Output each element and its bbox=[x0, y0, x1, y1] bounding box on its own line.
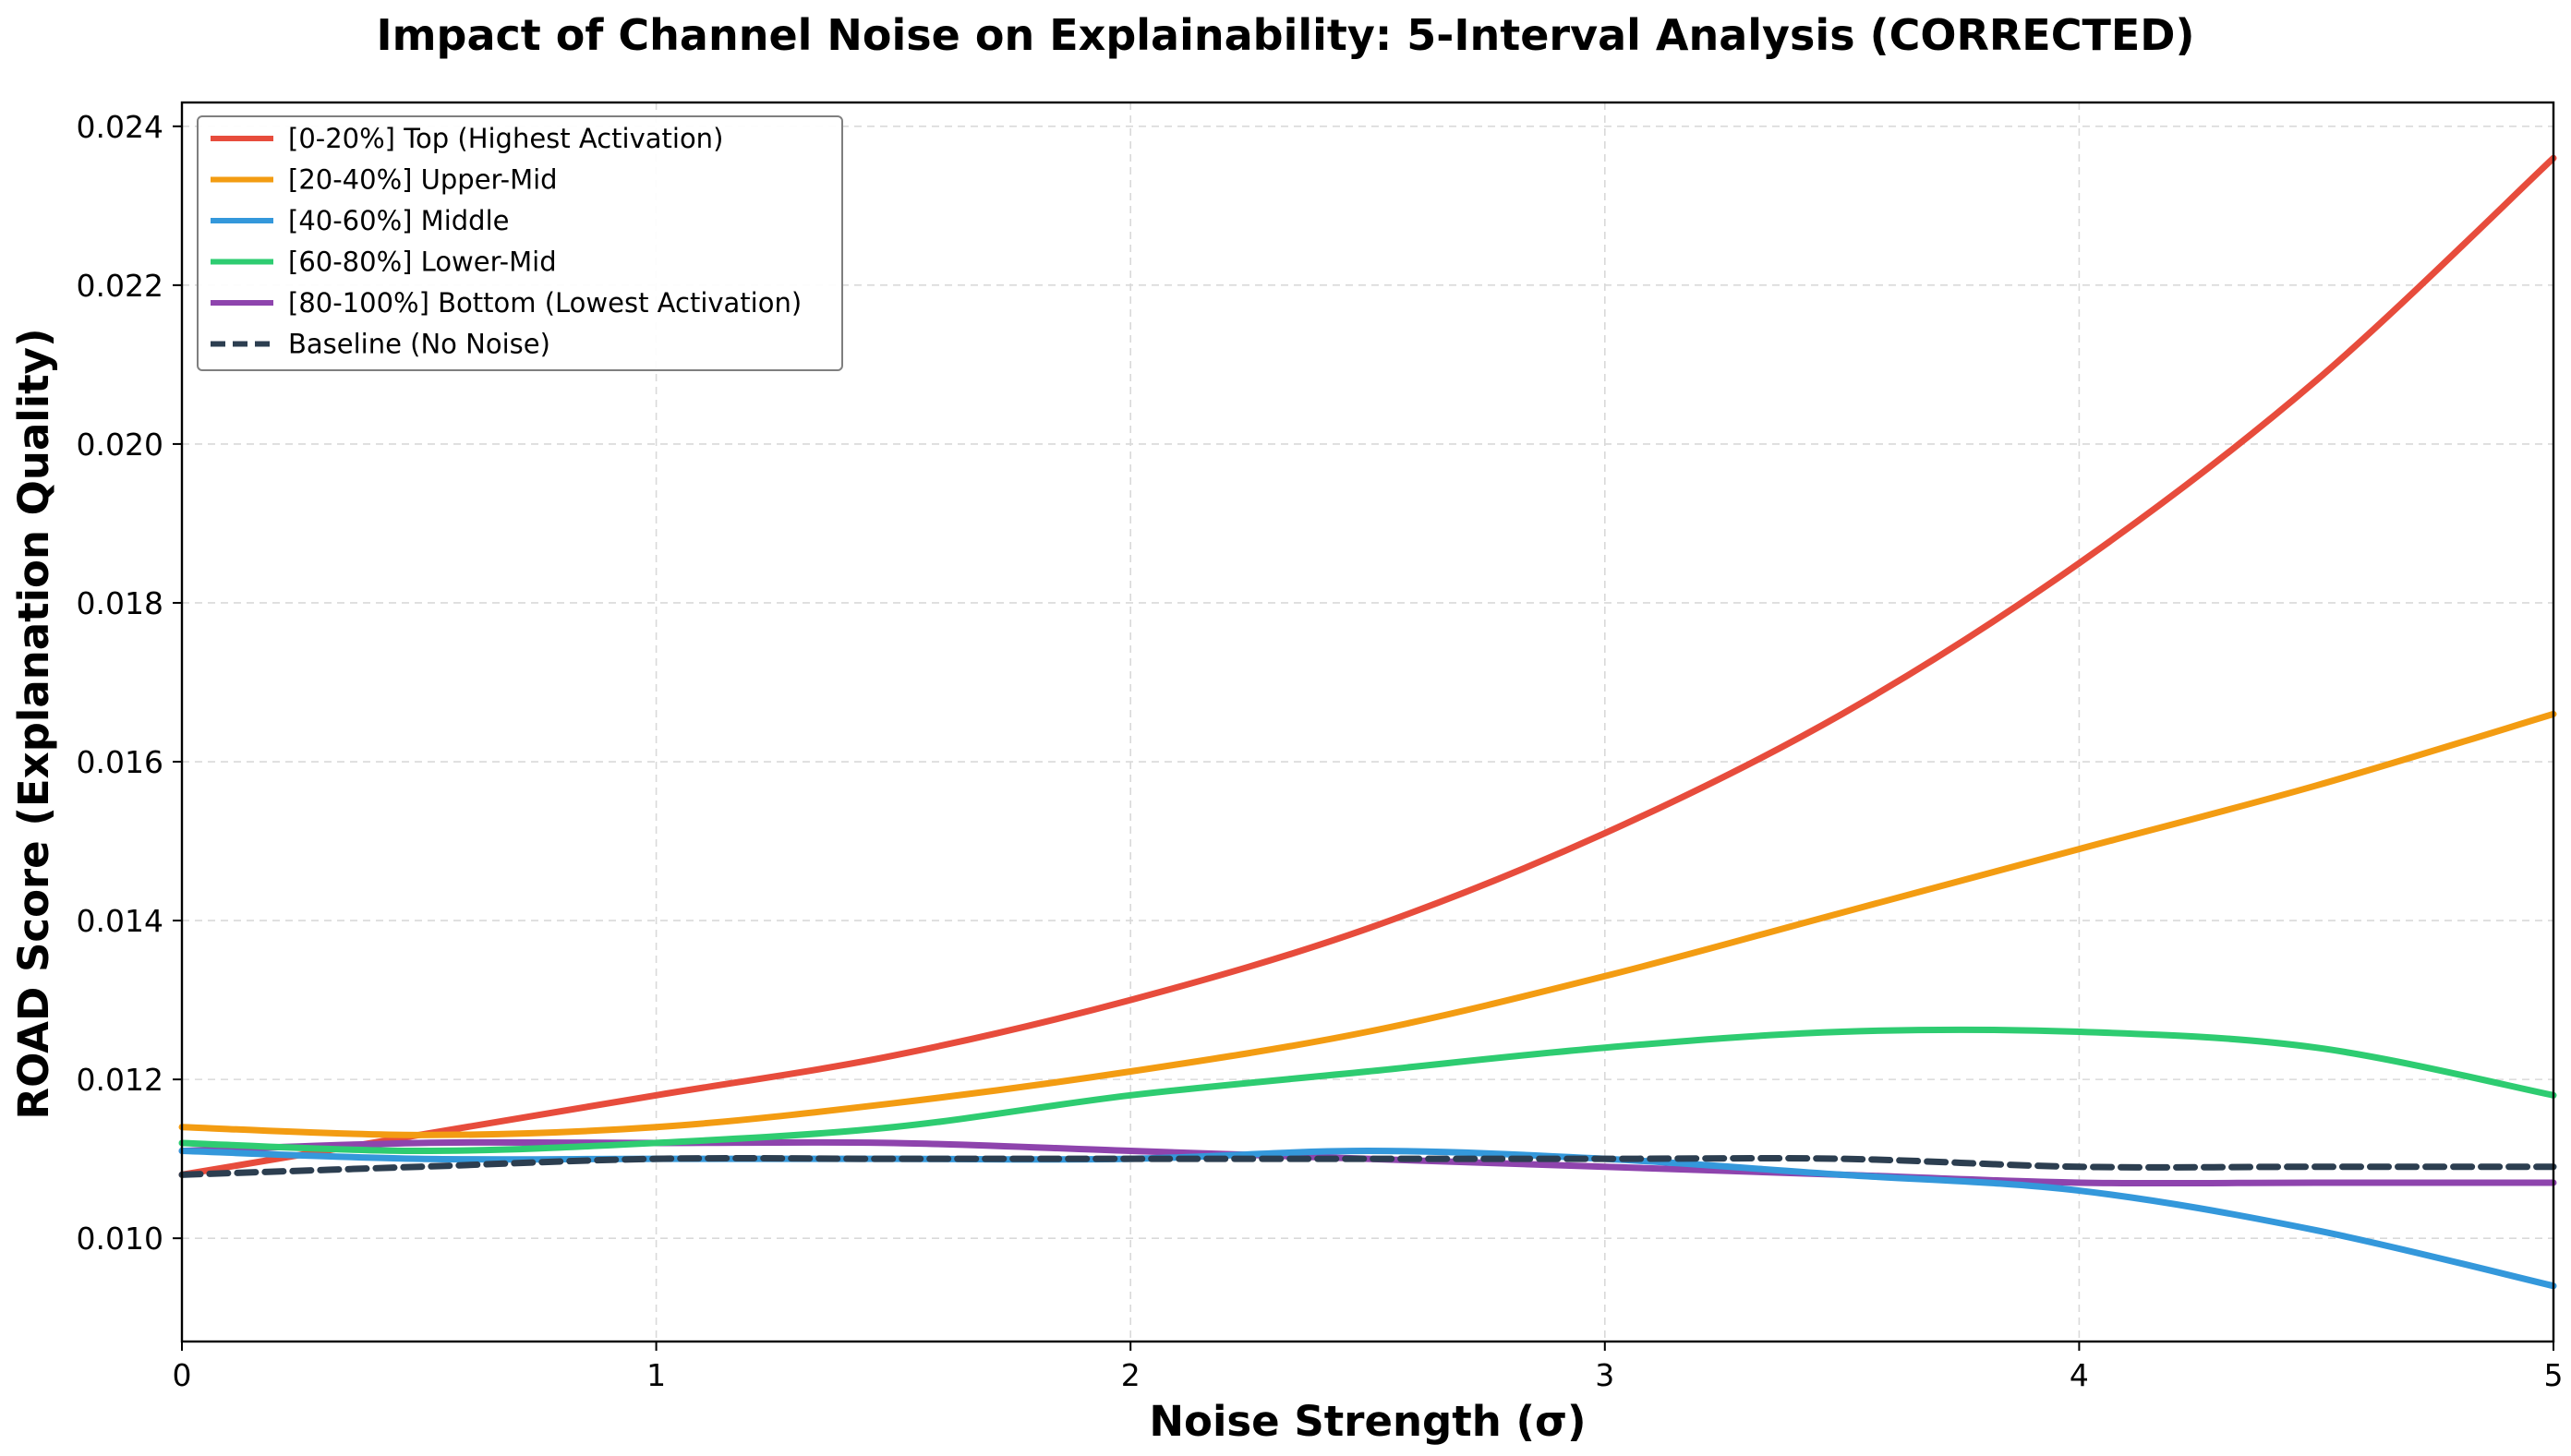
series-line-5 bbox=[178, 1155, 2557, 1178]
legend-item: [0-20%] Top (Highest Activation) bbox=[211, 123, 723, 154]
x-tick-label: 0 bbox=[173, 1357, 192, 1393]
axis-ticks: 0 1 2 3 4 5 0.010 0.012 0.014 0.016 0.018 0.020 0.02… bbox=[77, 109, 2564, 1393]
legend-label: [80-100%] Bottom (Lowest Activation) bbox=[288, 287, 802, 319]
x-tick-label: 3 bbox=[1595, 1357, 1614, 1393]
y-tick-label: 0.024 bbox=[77, 109, 163, 145]
x-tick-label: 4 bbox=[2070, 1357, 2089, 1393]
legend-label: [60-80%] Lower-Mid bbox=[288, 247, 557, 278]
y-axis-label: ROAD Score (Explanation Quality) bbox=[9, 328, 58, 1119]
legend-box bbox=[197, 115, 843, 371]
y-tick-label: 0.020 bbox=[77, 427, 163, 463]
series-lines bbox=[178, 154, 2557, 1290]
legend-item: [20-40%] Upper-Mid bbox=[211, 164, 558, 196]
legend-items: [0-20%] Top (Highest Activation) [20-40%]… bbox=[211, 123, 802, 360]
y-tick-label: 0.018 bbox=[77, 585, 163, 621]
legend-item: [40-60%] Middle bbox=[211, 205, 509, 236]
series-line-2 bbox=[178, 1148, 2557, 1290]
legend-item: [60-80%] Lower-Mid bbox=[211, 247, 557, 278]
legend-label: [20-40%] Upper-Mid bbox=[288, 164, 558, 196]
y-tick-label: 0.016 bbox=[77, 744, 163, 780]
series-line-0 bbox=[178, 154, 2557, 1178]
legend: [0-20%] Top (Highest Activation) [20-40%]… bbox=[197, 115, 843, 371]
y-tick-label: 0.012 bbox=[77, 1062, 163, 1098]
x-axis-label: Noise Strength (σ) bbox=[1149, 1397, 1586, 1446]
x-tick-label: 2 bbox=[1121, 1357, 1141, 1393]
series-line-4 bbox=[178, 1138, 2557, 1187]
y-tick-label: 0.014 bbox=[77, 903, 163, 939]
y-tick-label: 0.010 bbox=[77, 1221, 163, 1257]
chart-title: Impact of Channel Noise on Explainabilit… bbox=[376, 10, 2194, 60]
x-tick-label: 5 bbox=[2544, 1357, 2564, 1393]
x-tick-label: 1 bbox=[646, 1357, 666, 1393]
legend-item: [80-100%] Bottom (Lowest Activation) bbox=[211, 287, 802, 319]
legend-label: [40-60%] Middle bbox=[288, 205, 509, 236]
y-tick-label: 0.022 bbox=[77, 268, 163, 304]
plot-area-frame bbox=[180, 101, 2555, 1343]
legend-label: [0-20%] Top (Highest Activation) bbox=[288, 123, 723, 154]
legend-label: Baseline (No Noise) bbox=[288, 329, 550, 360]
series-line-3 bbox=[178, 1026, 2557, 1155]
series-line-1 bbox=[178, 710, 2557, 1138]
legend-item: Baseline (No Noise) bbox=[211, 329, 550, 360]
